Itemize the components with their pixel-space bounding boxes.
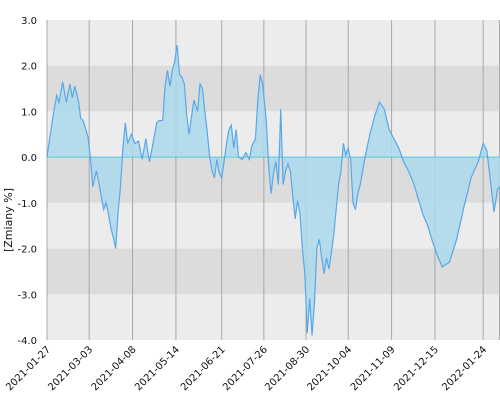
- series-line: [46, 45, 500, 336]
- y-tick-label: -1.0: [17, 199, 37, 210]
- y-tick-label: -3.0: [17, 290, 37, 301]
- y-tick-label: 1.0: [21, 107, 37, 118]
- x-tick-label: 2021-12-15: [392, 344, 441, 393]
- y-tick-label: -2.0: [17, 245, 37, 256]
- y-tick-label: 0.0: [21, 153, 37, 164]
- y-tick-label: 3.0: [21, 16, 37, 27]
- x-tick-label: 2021-05-14: [133, 344, 182, 393]
- y-tick-label: -4.0: [17, 336, 37, 347]
- x-tick-label: 2022-01-24: [440, 344, 489, 393]
- x-tick-label: 2021-10-04: [305, 344, 354, 393]
- grid-band: [47, 65, 500, 112]
- x-tick-label: 2021-11-09: [349, 344, 398, 393]
- x-tick-label: 2021-03-03: [46, 344, 95, 393]
- y-tick-label: 2.0: [21, 62, 37, 73]
- grid-band: [47, 294, 500, 340]
- grid-band: [47, 20, 500, 66]
- y-axis-label: [Zmiany %]: [2, 188, 15, 252]
- y-axis: 3.0 2.0 1.0 0.0 -1.0 -2.0 -3.0 -4.0: [17, 16, 37, 347]
- grid-band: [47, 111, 500, 158]
- grid-band: [47, 248, 500, 295]
- x-axis: 2021-01-272021-03-032021-04-082021-05-14…: [4, 344, 489, 393]
- x-tick-label: 2021-04-08: [90, 344, 139, 393]
